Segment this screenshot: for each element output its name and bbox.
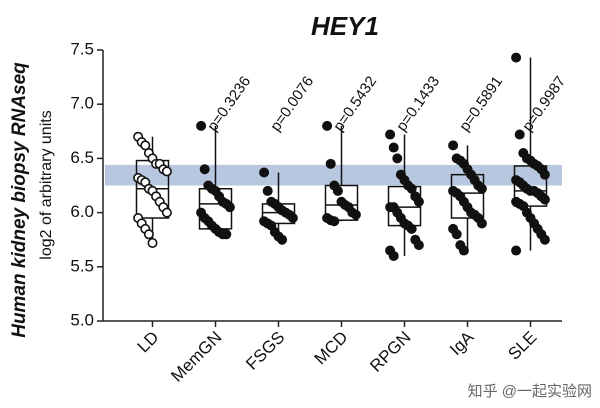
data-point [388,142,399,153]
y-tick-label: 5.5 [70,256,94,275]
data-point [385,129,396,140]
data-point [199,164,210,175]
data-point [161,207,172,218]
box [324,184,359,221]
watermark: 知乎 @一起实验网 [468,383,592,400]
data-point [322,120,333,131]
data-point [539,194,550,205]
data-point [161,166,172,177]
p-value-label: p=0.9987 [519,73,569,134]
data-point [224,202,235,213]
data-point [221,229,232,240]
y-axis-label: Human kidney biopsy RNAseq [9,62,30,338]
p-value-label: p=0.0076 [267,73,317,134]
chart-title: HEY1 [311,11,379,41]
data-point [476,183,487,194]
data-point [451,229,462,240]
p-value-label: p=0.3236 [204,73,254,134]
data-point [476,218,487,229]
y-axis-sublabel: log2 of arbitrary units [38,110,55,259]
x-tick-label: MCD [311,328,352,369]
y-tick-label: 7.5 [70,39,94,58]
p-value-label: p=0.5432 [330,73,380,134]
y-tick-label: 5.0 [70,310,94,329]
y-tick-label: 7.0 [70,94,94,113]
data-point [539,234,550,245]
p-value-label: p=0.1433 [393,73,443,134]
y-tick-label: 6.5 [70,148,94,167]
x-tick-label: MemGN [167,328,225,386]
data-point [413,196,424,207]
data-point [259,167,270,178]
data-point [325,158,336,169]
x-tick-label: SLE [504,328,540,364]
data-point [406,223,417,234]
x-tick-label: LD [134,328,163,357]
data-point [448,140,459,151]
data-point [287,213,298,224]
data-point [350,209,361,220]
data-point [143,229,154,240]
data-point [329,216,340,227]
data-point [388,250,399,261]
x-tick-label: IgA [446,327,478,359]
reference-band [105,164,562,186]
x-tick-label: FSGS [242,328,288,374]
data-point [511,245,522,256]
p-value-label: p=0.5891 [456,73,506,134]
data-point [196,120,207,131]
data-point [392,153,403,164]
y-tick-label: 6.0 [70,202,94,221]
data-point [262,185,273,196]
data-point [332,185,343,196]
data-point [511,52,522,63]
data-point [413,240,424,251]
x-tick-label: RPGN [366,328,414,376]
data-point [514,129,525,140]
data-point [539,169,550,180]
data-point [277,234,288,245]
data-point [147,237,158,248]
data-point [458,245,469,256]
